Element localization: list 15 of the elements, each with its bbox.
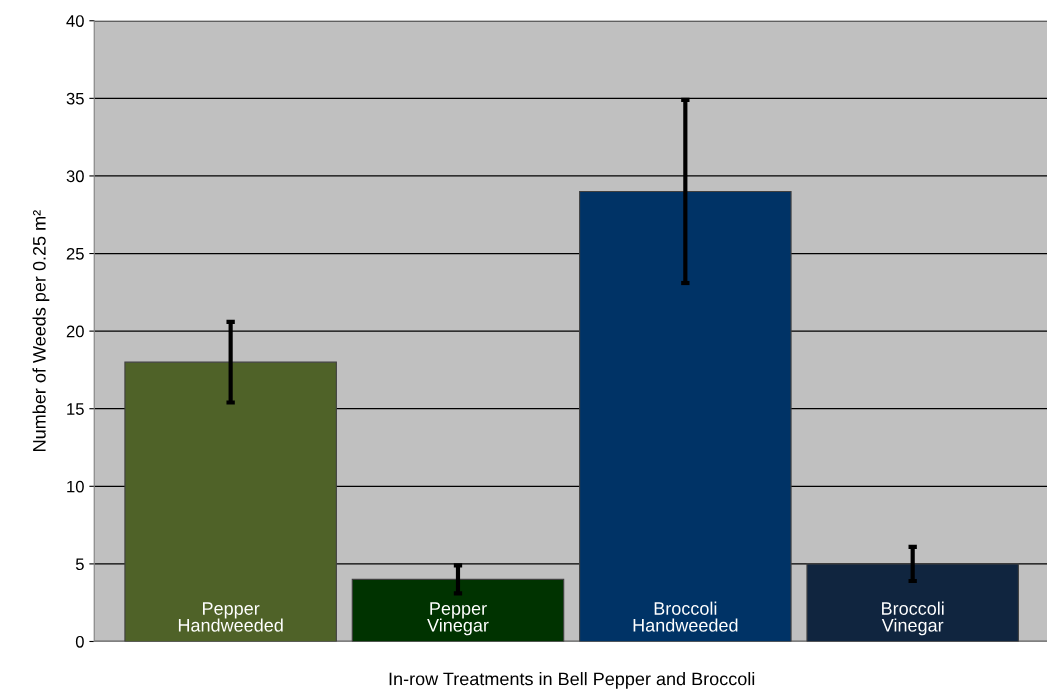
x-axis-title: In-row Treatments in Bell Pepper and Broccoli	[389, 672, 755, 689]
x-tick-label: Broccoli Handweeded	[633, 601, 738, 632]
y-tick-label: 35	[66, 92, 84, 105]
x-tick-label: Pepper Handweeded	[178, 602, 283, 632]
x-tick-label: Pepper Vinegar	[427, 602, 489, 636]
y-tick-label: 15	[67, 403, 84, 415]
y-tick-label: 10	[67, 480, 84, 493]
y-tick-label: 30	[66, 170, 84, 183]
x-tick-label: Broccoli Vinegar	[881, 601, 944, 636]
y-tick-label: 20	[66, 325, 84, 338]
y-tick-label: 25	[66, 247, 84, 260]
y-tick-label: 0	[75, 635, 84, 648]
y-axis-title: Number of Weeds per 0.25 m²	[32, 210, 50, 451]
y-tick-label: 5	[75, 558, 84, 571]
y-tick-label: 40	[66, 15, 84, 27]
